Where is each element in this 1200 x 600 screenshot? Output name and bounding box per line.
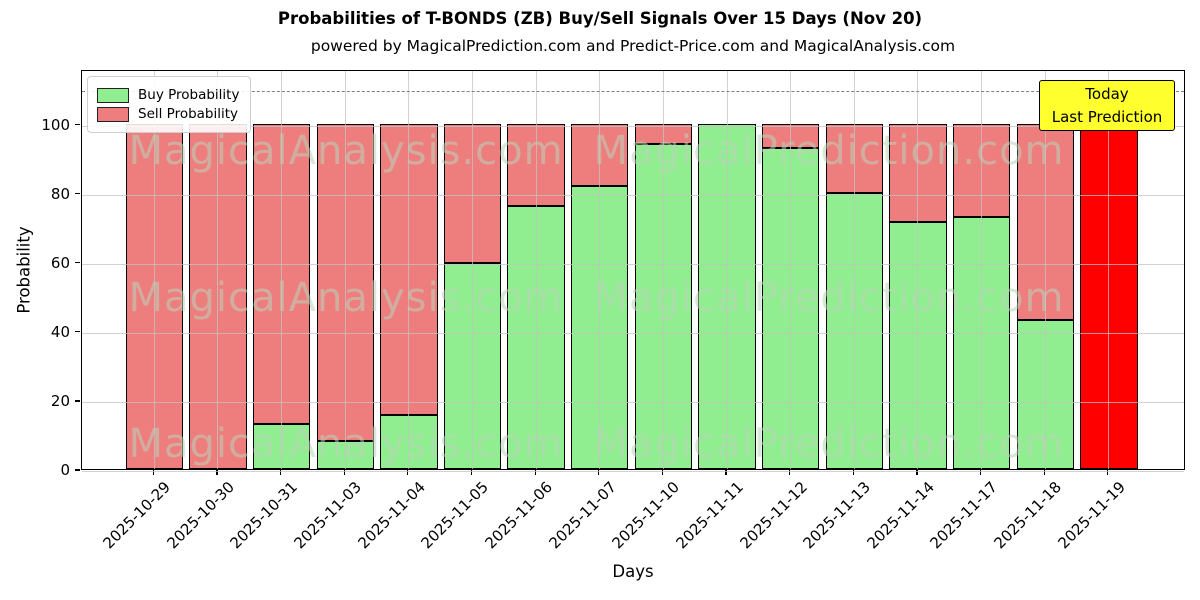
y-tick-mark [75,469,80,471]
x-tick-mark [725,470,727,475]
x-tick-label: 2025-11-06 [481,478,556,553]
legend-entry: Sell Probability [97,106,239,122]
x-tick-label: 2025-11-17 [926,478,1002,553]
chart-title: Probabilities of T-BONDS (ZB) Buy/Sell S… [277,9,923,28]
x-axis-label: Days [612,562,654,581]
x-tick-label: 2025-11-14 [863,478,938,553]
watermark-text: MagicalPrediction.com [593,275,1065,321]
bar-today-segment [1080,123,1138,469]
x-tick-label: 2025-10-29 [99,478,175,553]
x-tick-label: 2025-11-13 [799,478,875,553]
x-tick-mark [1043,470,1045,475]
x-tick-mark [216,470,218,475]
x-tick-label: 2025-11-19 [1054,478,1129,553]
x-tick-mark [279,470,282,475]
x-tick-mark [152,470,154,475]
x-tick-mark [661,470,663,475]
x-tick-mark [852,470,854,475]
y-tick-label: 80 [50,184,70,203]
x-tick-label: 2025-11-04 [354,478,429,553]
x-tick-mark [598,470,600,475]
y-tick-label: 60 [50,253,70,272]
y-tick-mark [75,400,80,402]
x-tick-label: 2025-11-18 [990,478,1065,553]
x-tick-mark [470,470,473,475]
legend-box: Buy Probability Sell Probability [87,76,252,133]
watermark-text: MagicalAnalysis.com [128,275,564,321]
watermark-text: MagicalAnalysis.com [128,128,564,174]
y-tick-mark [75,193,80,195]
x-tick-mark [789,470,791,475]
legend-swatch [97,106,129,122]
x-tick-label: 2025-10-30 [163,478,238,553]
x-tick-mark [343,470,345,475]
x-tick-label: 2025-11-11 [672,478,747,553]
y-tick-mark [75,123,80,126]
x-tick-label: 2025-11-07 [545,478,620,553]
chart-subtitle: powered by MagicalPrediction.com and Pre… [310,37,956,55]
legend-entry-label: Sell Probability [138,106,239,122]
y-tick-label: 100 [41,115,70,134]
y-tick-label: 40 [50,322,70,341]
x-tick-label: 2025-10-31 [226,478,302,553]
x-tick-mark [916,470,918,475]
threshold-dashed-line [82,91,1184,93]
watermark-text: MagicalPrediction.com [593,421,1065,467]
x-tick-mark [407,470,409,475]
x-tick-label: 2025-11-12 [736,478,811,553]
x-tick-mark [980,470,982,475]
y-tick-mark [75,331,80,333]
watermark-text: MagicalAnalysis.com [128,421,564,467]
watermark-text: MagicalPrediction.com [593,128,1065,174]
legend-swatch [97,87,129,103]
x-tick-label: 2025-11-10 [608,478,684,553]
y-tick-label: 20 [50,391,70,410]
today-annotation-box: Today Last Prediction [1039,80,1175,131]
x-tick-mark [1107,470,1109,475]
legend-entry: Buy Probability [97,87,239,103]
x-tick-label: 2025-11-03 [290,478,365,553]
annotation-line-2: Last Prediction [1051,107,1163,126]
y-tick-mark [75,262,80,264]
annotation-line-1: Today [1085,85,1129,103]
x-tick-mark [534,470,536,475]
x-tick-label: 2025-11-05 [417,478,493,553]
plot-area: MagicalAnalysis.com MagicalPrediction.com… [81,70,1185,472]
y-tick-label: 0 [60,461,70,479]
legend-entry-label: Buy Probability [138,87,240,103]
y-gridline [82,471,1184,472]
